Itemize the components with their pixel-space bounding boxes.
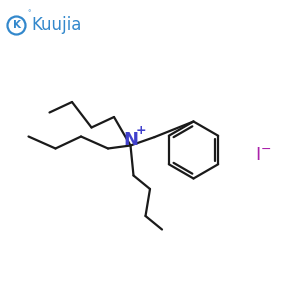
- Text: I: I: [255, 146, 261, 164]
- Text: °: °: [27, 10, 31, 16]
- Text: N: N: [123, 131, 138, 149]
- Text: Kuujia: Kuujia: [32, 16, 82, 34]
- Text: −: −: [261, 142, 272, 156]
- Text: K: K: [13, 20, 20, 31]
- Text: +: +: [136, 124, 146, 137]
